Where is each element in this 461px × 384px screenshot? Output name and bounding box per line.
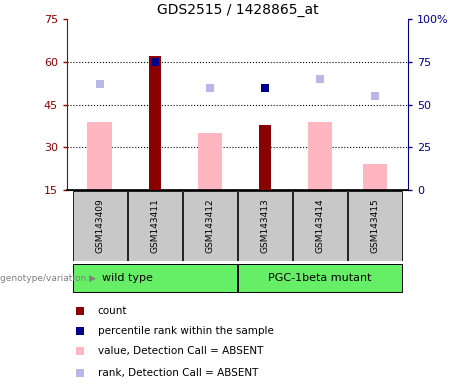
Bar [149,56,161,190]
Title: GDS2515 / 1428865_at: GDS2515 / 1428865_at [157,3,318,17]
Bar [128,191,182,261]
Bar [363,164,387,190]
Text: value, Detection Call = ABSENT: value, Detection Call = ABSENT [98,346,263,356]
Bar [197,133,222,190]
Bar [307,122,332,190]
Text: genotype/variation ▶: genotype/variation ▶ [0,273,96,283]
Text: GSM143414: GSM143414 [315,198,325,253]
Text: rank, Detection Call = ABSENT: rank, Detection Call = ABSENT [98,367,258,377]
Bar [238,264,402,292]
Text: GSM143409: GSM143409 [95,198,104,253]
Text: wild type: wild type [102,273,153,283]
Bar [88,122,112,190]
Text: GSM143411: GSM143411 [150,198,160,253]
Bar [259,124,271,190]
Bar [183,191,237,261]
Text: GSM143412: GSM143412 [206,198,214,253]
Text: GSM143415: GSM143415 [371,198,379,253]
Text: count: count [98,306,127,316]
Bar [73,191,127,261]
Text: PGC-1beta mutant: PGC-1beta mutant [268,273,372,283]
Bar [293,191,347,261]
Bar [238,191,292,261]
Bar [73,264,237,292]
Bar [348,191,402,261]
Text: GSM143413: GSM143413 [260,198,269,253]
Text: percentile rank within the sample: percentile rank within the sample [98,326,273,336]
